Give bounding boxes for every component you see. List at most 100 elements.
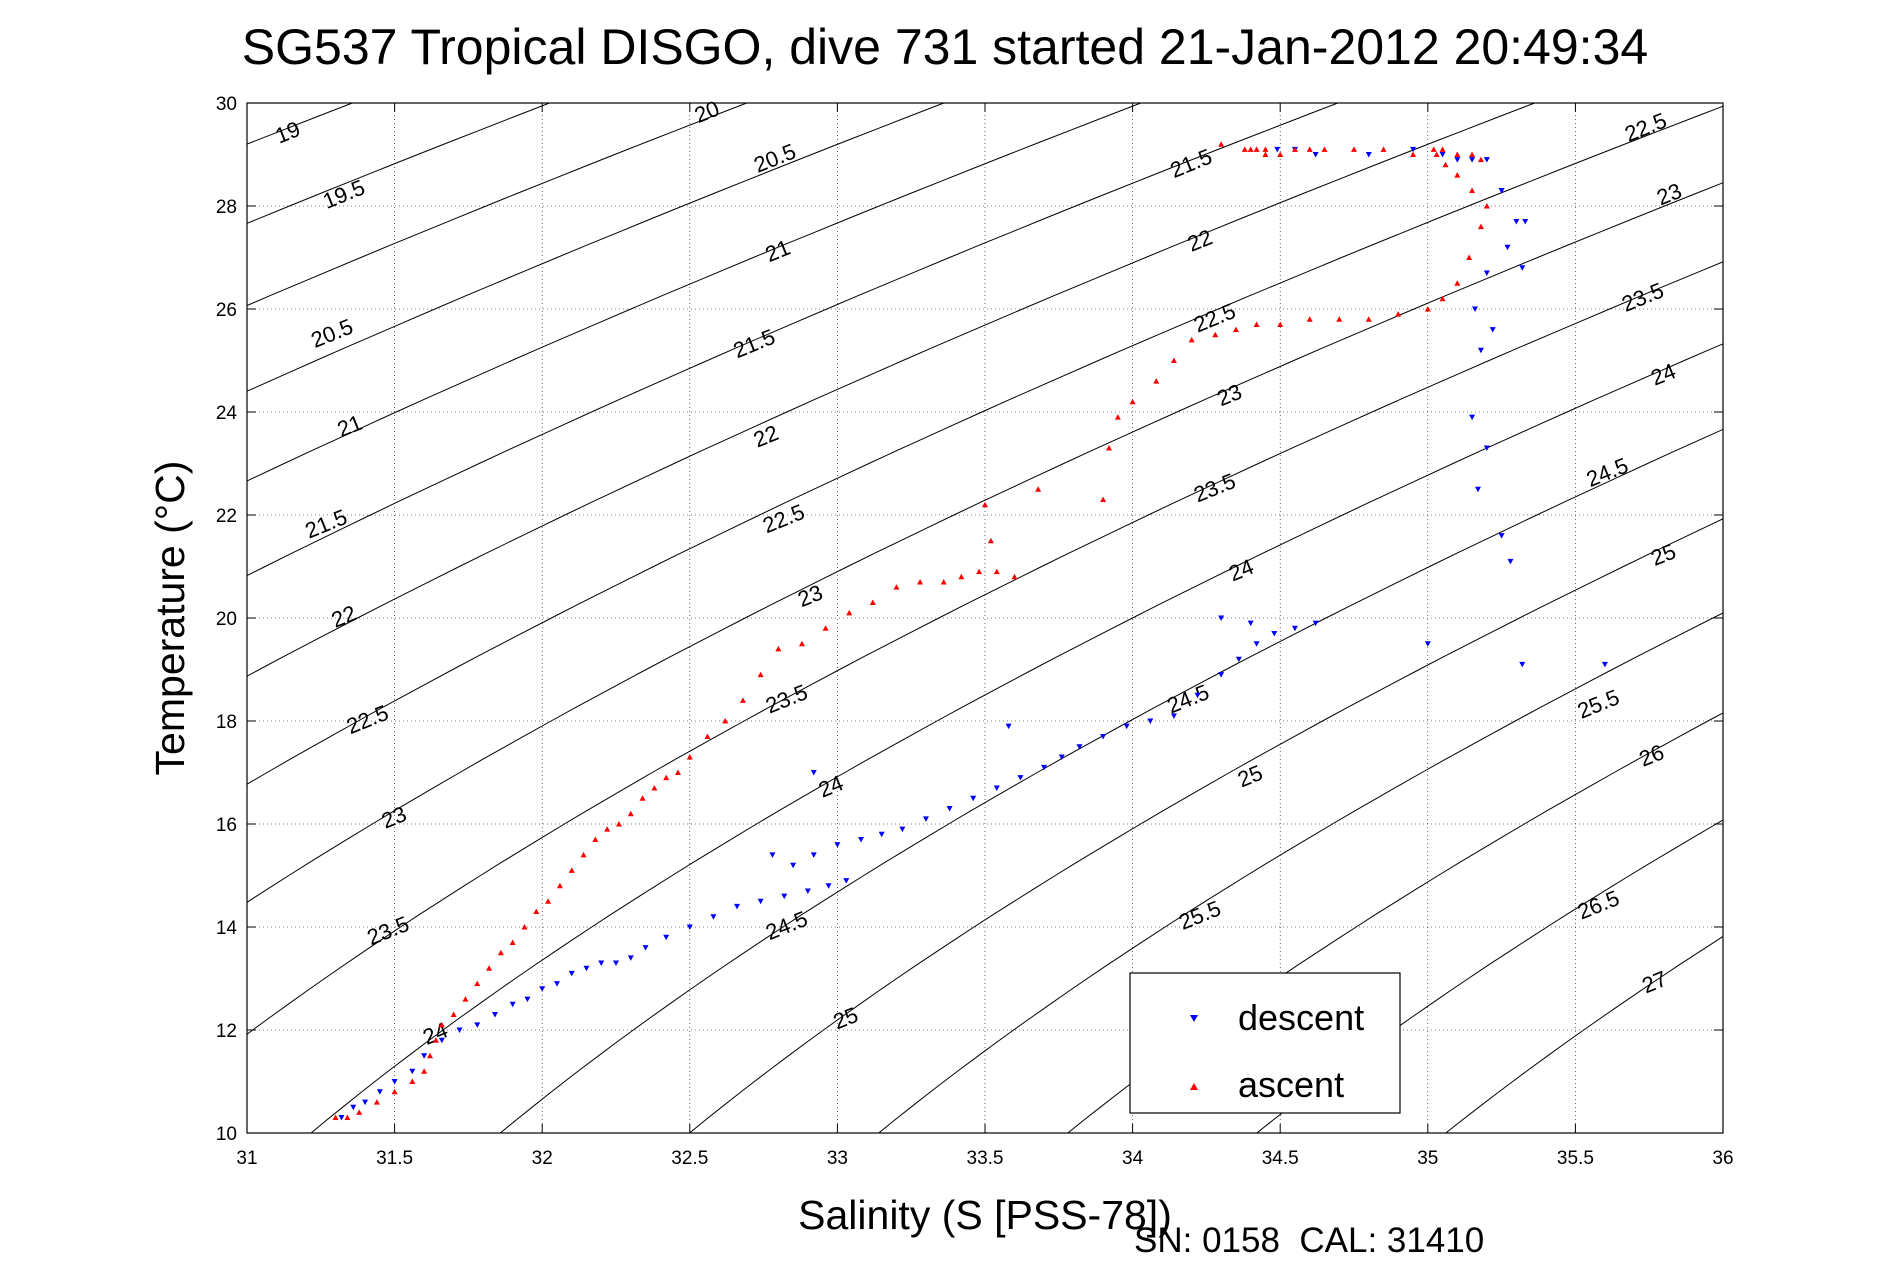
ascent-point bbox=[1466, 254, 1473, 260]
ascent-point bbox=[993, 568, 1000, 575]
descent-point bbox=[1472, 306, 1479, 312]
ascent-point bbox=[757, 671, 764, 678]
descent-point bbox=[878, 831, 885, 838]
descent-point bbox=[568, 970, 575, 977]
descent-point bbox=[613, 960, 619, 967]
ascent-point bbox=[1454, 280, 1461, 286]
ascent-point bbox=[1253, 146, 1260, 152]
descent-point bbox=[1454, 157, 1461, 163]
descent-point bbox=[1483, 270, 1490, 276]
ascent-point bbox=[1188, 336, 1195, 343]
descent-point bbox=[1519, 265, 1526, 271]
ascent-point bbox=[1454, 172, 1461, 178]
density-contour bbox=[247, 103, 1143, 482]
descent-point bbox=[1274, 146, 1281, 153]
ascent-point bbox=[1114, 414, 1121, 420]
ascent-point bbox=[1439, 295, 1446, 302]
ascent-point bbox=[474, 980, 481, 987]
ascent-point bbox=[639, 795, 646, 801]
descent-point bbox=[810, 770, 817, 776]
descent-point bbox=[843, 878, 850, 884]
ascent-point bbox=[1410, 151, 1417, 157]
ascent-point bbox=[545, 898, 552, 904]
ascent-point bbox=[1321, 146, 1328, 152]
ascent-point bbox=[722, 718, 729, 724]
descent-point bbox=[1498, 188, 1505, 194]
x-tick-label: 32 bbox=[532, 1148, 553, 1169]
descent-point bbox=[376, 1089, 383, 1095]
density-contour bbox=[310, 343, 1723, 1133]
descent-point bbox=[350, 1104, 357, 1111]
ascent-point bbox=[1277, 321, 1284, 327]
descent-point bbox=[642, 945, 649, 951]
x-axis-ticks: 31 31.5 32 32.5 33 33.5 34 34.5 35 35.5 36 bbox=[236, 103, 1734, 1169]
descent-point bbox=[1247, 620, 1254, 627]
descent-point bbox=[362, 1099, 369, 1106]
ascent-point bbox=[1483, 203, 1490, 209]
y-tick-label: 16 bbox=[216, 815, 237, 836]
descent-point bbox=[583, 965, 590, 972]
ascent-point bbox=[438, 1021, 445, 1028]
ascent-point bbox=[486, 965, 493, 971]
descent-point bbox=[993, 785, 1000, 791]
density-contour bbox=[247, 103, 1340, 577]
ascent-point bbox=[568, 867, 575, 873]
ascent-point bbox=[1380, 146, 1387, 152]
descent-point bbox=[1483, 157, 1490, 163]
ascent-point bbox=[1430, 146, 1437, 152]
density-contour bbox=[247, 105, 1723, 785]
descent-point bbox=[1271, 630, 1278, 637]
descent-point bbox=[1519, 661, 1526, 668]
ascent-point bbox=[1232, 326, 1239, 333]
ascent-point bbox=[604, 826, 611, 832]
descent-point bbox=[804, 888, 811, 894]
density-contours bbox=[247, 103, 1723, 1133]
descent-point bbox=[1312, 620, 1319, 627]
ascent-point bbox=[615, 821, 622, 827]
descent-point bbox=[598, 960, 605, 967]
descent-point bbox=[421, 1053, 428, 1059]
density-contour bbox=[247, 182, 1723, 903]
ascent-point bbox=[1277, 151, 1284, 157]
ascent-point bbox=[1262, 146, 1269, 152]
ascent-point bbox=[893, 584, 900, 590]
ascent-point bbox=[958, 573, 965, 580]
ascent-point bbox=[356, 1109, 363, 1115]
ascent-point bbox=[686, 754, 693, 760]
legend-label-descent: descent bbox=[1238, 997, 1364, 1038]
y-tick-label: 14 bbox=[216, 918, 238, 939]
descent-point bbox=[1291, 625, 1298, 632]
ascent-point bbox=[704, 733, 711, 739]
y-tick-label: 18 bbox=[216, 712, 237, 733]
ascent-point bbox=[409, 1078, 416, 1084]
y-tick-label: 22 bbox=[216, 506, 237, 527]
ascent-point bbox=[982, 501, 988, 508]
descent-point bbox=[834, 842, 841, 848]
ascent-point bbox=[1153, 378, 1160, 384]
descent-point bbox=[710, 914, 717, 920]
y-tick-label: 12 bbox=[216, 1021, 237, 1042]
descent-point bbox=[1410, 146, 1417, 153]
ascent-point bbox=[1306, 146, 1313, 152]
x-tick-label: 36 bbox=[1712, 1148, 1733, 1169]
descent-point bbox=[1489, 327, 1496, 333]
ascent-point bbox=[1170, 357, 1177, 363]
legend-box bbox=[1129, 972, 1401, 1114]
ascent-point bbox=[1477, 223, 1484, 230]
descent-point bbox=[1312, 152, 1319, 158]
descent-point bbox=[456, 1027, 463, 1033]
descent-point bbox=[1147, 718, 1154, 724]
series-ascent bbox=[332, 141, 1490, 1121]
descent-point bbox=[1439, 152, 1446, 158]
ascent-point bbox=[373, 1099, 380, 1105]
descent-point bbox=[1469, 157, 1476, 163]
ascent-point bbox=[1306, 316, 1313, 322]
density-contour bbox=[247, 103, 1537, 677]
x-tick-label: 32.5 bbox=[671, 1148, 708, 1169]
descent-point bbox=[922, 816, 929, 822]
descent-point bbox=[663, 934, 670, 941]
ascent-point bbox=[627, 810, 634, 817]
descent-point bbox=[1005, 723, 1012, 730]
ascent-point bbox=[450, 1011, 457, 1018]
y-axis-label: Temperature (°C) bbox=[147, 461, 193, 776]
